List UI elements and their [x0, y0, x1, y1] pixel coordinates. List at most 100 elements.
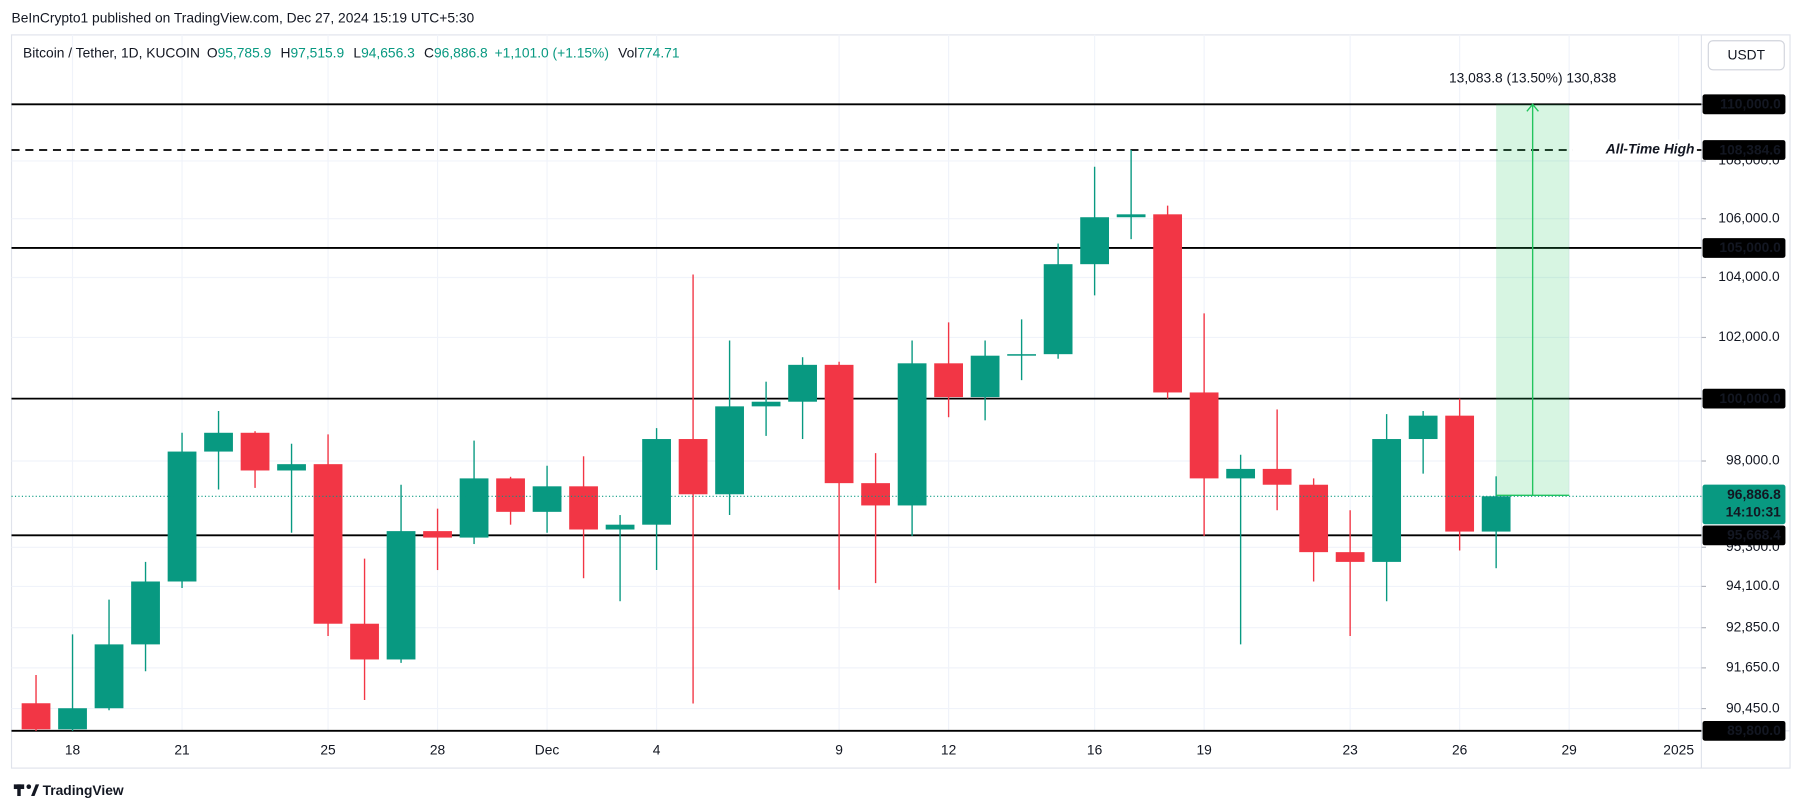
y-tick-label: 91,650.0: [1726, 658, 1780, 674]
candle-body: [897, 363, 927, 506]
candle-body: [204, 432, 233, 452]
legend-value: 95,785.9: [218, 44, 272, 60]
y-tick-label: 106,000.0: [1718, 209, 1780, 225]
currency-button[interactable]: [1707, 40, 1785, 71]
x-tick-label: 12: [941, 741, 957, 757]
overlay: 13,083.8 (13.50%) 130,838 110,000.0 All-Ti…: [11, 69, 1786, 741]
candle-body: [1481, 496, 1511, 532]
level-tag: [1702, 140, 1786, 160]
legend-value: 94,656.3: [361, 44, 415, 60]
logo-mark: [31, 784, 40, 797]
candle-body: [21, 703, 51, 730]
measure-label: 13,083.8 (13.50%) 130,838: [1449, 69, 1617, 85]
footer-brand: TradingView: [43, 782, 124, 798]
candle-body: [1408, 415, 1438, 440]
candle-body: [386, 531, 416, 660]
level-tag: [1702, 720, 1786, 741]
level-tag-label: 108,384.6: [1719, 141, 1781, 157]
level-tag: [1702, 388, 1786, 409]
candle-body: [715, 406, 744, 495]
countdown-label: 14:10:31: [1726, 503, 1782, 519]
candle-body: [970, 355, 1000, 398]
candle-body: [459, 478, 489, 538]
candle-body: [532, 486, 562, 512]
candle-body: [1445, 415, 1475, 532]
legend-key: L: [353, 44, 361, 60]
candle-body: [313, 464, 343, 624]
currency-label[interactable]: USDT: [1728, 46, 1766, 62]
candle-body: [350, 623, 379, 660]
candle-body: [58, 708, 87, 730]
candle-body: [934, 363, 963, 398]
y-tick-label: 102,000.0: [1718, 328, 1780, 344]
logo-mark: [17, 784, 21, 797]
candle-body: [423, 531, 452, 538]
legend-value: 97,515.9: [290, 44, 344, 60]
x-tick-label: 2025: [1663, 741, 1694, 757]
legend-key: C: [424, 44, 434, 60]
x-tick-label: 28: [430, 741, 446, 757]
level-tag-label: 89,800.0: [1727, 722, 1781, 738]
x-tick-label: 21: [174, 741, 190, 757]
candle-body: [1153, 214, 1183, 393]
candle-body: [131, 581, 160, 645]
x-tick-label: Dec: [535, 741, 560, 757]
candle-body: [1372, 439, 1402, 562]
candle-body: [605, 524, 635, 530]
y-tick-label: 104,000.0: [1718, 268, 1780, 284]
candle-body: [569, 486, 598, 530]
level-tag: [1702, 238, 1786, 258]
y-tick-label: 98,000.0: [1726, 452, 1780, 468]
candles: [21, 149, 1511, 731]
level-tag: [1702, 94, 1786, 115]
candle-body: [1262, 468, 1292, 485]
level-tag-label: 110,000.0: [1720, 96, 1781, 112]
candle-body: [1226, 468, 1256, 479]
candle-body: [94, 644, 124, 709]
legend-key: H: [280, 44, 290, 60]
x-tick-label: 19: [1196, 741, 1212, 757]
x-tick-label: 23: [1342, 741, 1358, 757]
candle-body: [1007, 354, 1036, 356]
candle-body: [861, 483, 890, 506]
footer-logo: [13, 784, 40, 797]
candle-body: [1080, 217, 1110, 265]
candle-body: [1116, 214, 1146, 218]
x-tick-label: 9: [835, 741, 843, 757]
candle-body: [788, 364, 817, 402]
level-note-bg: [1572, 139, 1697, 161]
measure-arrowhead: [1526, 103, 1539, 112]
candle-body: [678, 439, 708, 495]
last-price-tag: [1702, 484, 1786, 525]
level-note: All-Time High: [1605, 141, 1695, 157]
x-tick-label: 16: [1087, 741, 1103, 757]
x-tick-label: 18: [65, 741, 81, 757]
candle-body: [642, 439, 671, 525]
candle-body: [1189, 392, 1219, 479]
x-tick-label: 25: [320, 741, 336, 757]
last-price-label: 96,886.8: [1727, 486, 1781, 502]
y-tick-label: 94,100.0: [1726, 577, 1780, 593]
x-tick-label: 29: [1561, 741, 1577, 757]
level-tag-label: 100,000.0: [1719, 390, 1781, 406]
candle-body: [1335, 552, 1365, 562]
y-tick-label: 92,850.0: [1726, 618, 1780, 634]
candle-body: [751, 401, 781, 407]
legend-change: +1,101.0 (+1.15%): [495, 44, 609, 60]
candle-body: [1043, 264, 1073, 355]
published-note: BeInCrypto1 published on TradingView.com…: [12, 9, 475, 25]
candle-body: [240, 432, 270, 471]
candle-body: [167, 451, 197, 582]
candle-body: [277, 464, 306, 471]
level-tag: [1702, 525, 1786, 546]
legend-value: 774.71: [637, 44, 679, 60]
candle-body: [496, 478, 525, 512]
candle-body: [824, 364, 854, 484]
legend-key: O: [207, 44, 218, 60]
legend-symbol: Bitcoin / Tether, 1D, KUCOIN: [23, 44, 200, 60]
levels: [11, 103, 1702, 732]
legend: Bitcoin / Tether, 1D, KUCOIN O95,785.9 H97…: [23, 44, 680, 60]
logo-mark: [26, 784, 32, 790]
